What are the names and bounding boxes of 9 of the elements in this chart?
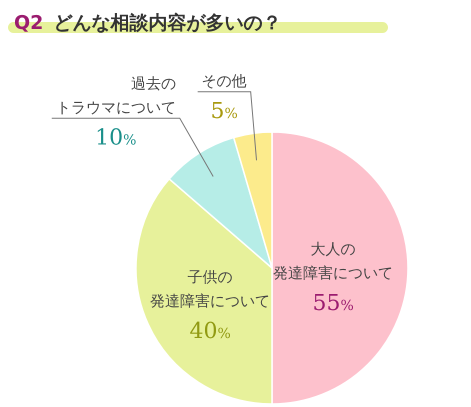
slice-label: その他 [202, 72, 247, 90]
chart-title: Q2 どんな相談内容が多いの？ [14, 12, 282, 34]
data-label: 55% [312, 291, 354, 316]
data-label: 40% [189, 319, 231, 344]
slice-label: 過去のトラウマについて [56, 74, 176, 116]
data-label: 10% [95, 125, 136, 150]
data-label: 5% [210, 98, 238, 124]
slice-label: 大人の発達障害について [273, 240, 394, 282]
slice-label: 子供の発達障害について [150, 268, 270, 310]
